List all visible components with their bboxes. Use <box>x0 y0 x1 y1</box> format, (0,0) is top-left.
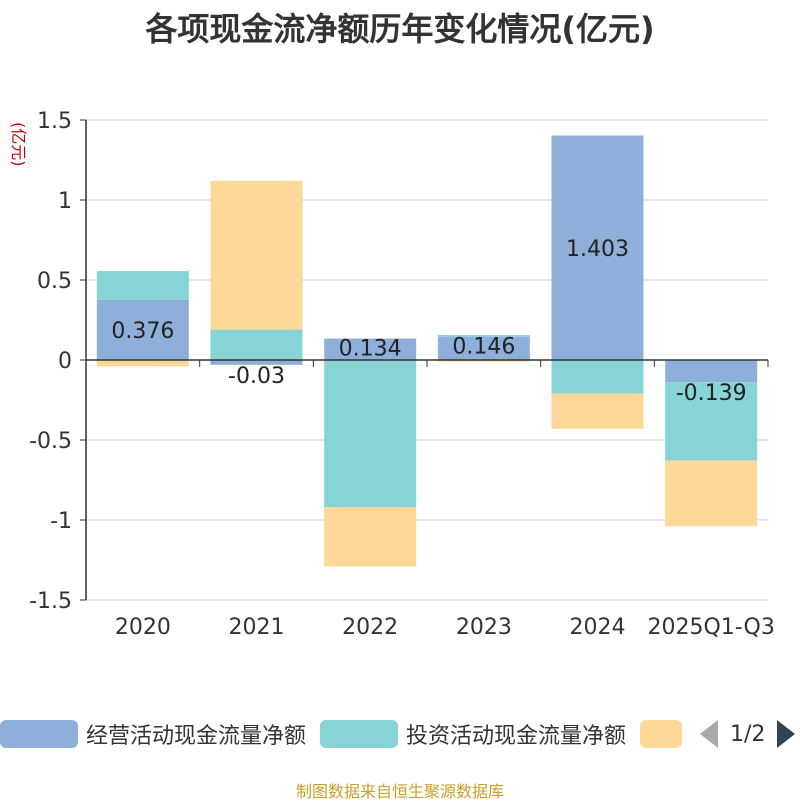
data-label: 0.134 <box>339 337 402 362</box>
bar-series-2 <box>96 360 189 367</box>
y-tick-label: -1 <box>50 509 72 534</box>
y-tick-label: 1 <box>58 189 72 214</box>
legend-next-arrow-icon[interactable] <box>777 720 796 748</box>
source-note: 制图数据来自恒生聚源数据库 <box>295 782 504 801</box>
x-tick-label: 2025Q1-Q3 <box>647 615 774 640</box>
data-label: 0.376 <box>111 319 174 344</box>
bar-series-1 <box>96 271 189 300</box>
bar-series-1 <box>437 335 530 337</box>
bar-series-1 <box>665 382 758 461</box>
x-tick-label: 2022 <box>342 615 398 640</box>
chart-legend: 经营活动现金流量净额 投资活动现金流量净额 <box>0 714 800 754</box>
bar-series-0 <box>437 336 530 360</box>
y-tick-label: -1.5 <box>29 589 72 614</box>
chart-title: 各项现金流净额历年变化情况(亿元) <box>145 10 655 48</box>
bar-series-0 <box>665 360 758 383</box>
x-tick-label: 2024 <box>570 615 626 640</box>
bar-series-2 <box>210 180 303 330</box>
legend-page-indicator: 1/2 <box>730 721 766 747</box>
bar-series-0 <box>96 299 189 360</box>
x-tick-label: 2021 <box>229 615 285 640</box>
y-tick-label: 0 <box>58 349 72 374</box>
x-tick-label: 2023 <box>456 615 512 640</box>
legend-item-operating[interactable]: 经营活动现金流量净额 <box>0 714 306 754</box>
legend-swatch-investing <box>320 720 398 748</box>
bar-series-0 <box>324 338 417 360</box>
legend-swatch-operating <box>0 720 78 748</box>
bar-series-0 <box>551 135 644 360</box>
x-tick-label: 2020 <box>115 615 171 640</box>
data-label: 0.146 <box>452 335 515 360</box>
data-label: -0.03 <box>228 364 285 389</box>
bar-series-0 <box>210 360 303 365</box>
bar-series-1 <box>210 329 303 360</box>
data-label: -0.139 <box>676 381 747 406</box>
bar-series-2 <box>665 460 758 527</box>
bar-series-1 <box>551 360 644 394</box>
bar-series-2 <box>324 507 417 567</box>
legend-prev-arrow-icon[interactable] <box>700 720 718 748</box>
y-tick-label: 0.5 <box>37 269 72 294</box>
bar-series-2 <box>437 360 530 362</box>
legend-label-investing: 投资活动现金流量净额 <box>406 724 627 749</box>
legend-label-operating: 经营活动现金流量净额 <box>86 724 307 749</box>
legend-item-financing[interactable] <box>640 714 690 754</box>
legend-pager: 1/2 <box>700 714 796 754</box>
y-tick-label: -0.5 <box>29 429 72 454</box>
data-label: 1.403 <box>566 237 629 262</box>
legend-swatch-financing <box>640 720 682 748</box>
bar-series-2 <box>551 393 644 429</box>
y-tick-label: 1.5 <box>37 109 72 134</box>
bar-series-1 <box>324 360 417 508</box>
legend-item-investing[interactable]: 投资活动现金流量净额 <box>320 714 626 754</box>
